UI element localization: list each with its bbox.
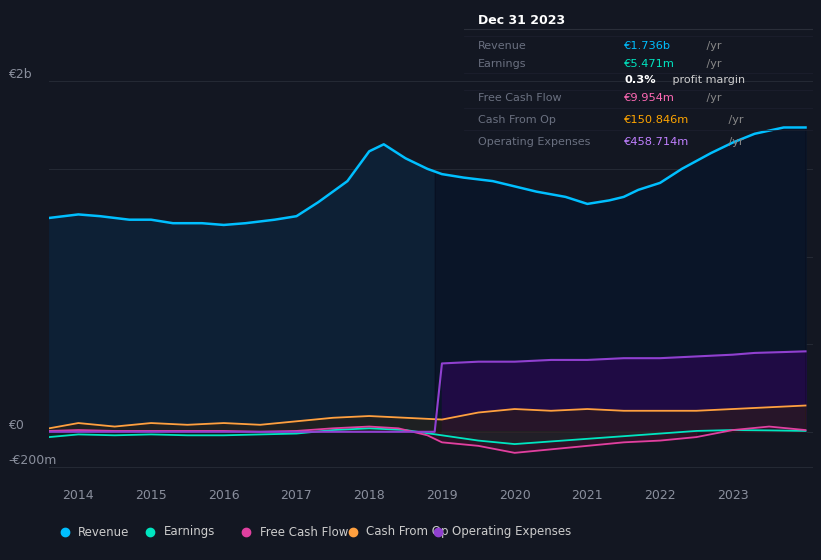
Text: Earnings: Earnings [478, 59, 526, 69]
Text: /yr: /yr [725, 115, 743, 125]
Text: Revenue: Revenue [78, 525, 130, 539]
Text: Dec 31 2023: Dec 31 2023 [478, 14, 565, 27]
Text: Earnings: Earnings [163, 525, 215, 539]
Text: €458.714m: €458.714m [624, 137, 690, 147]
Text: Cash From Op: Cash From Op [366, 525, 449, 539]
Text: Free Cash Flow: Free Cash Flow [259, 525, 348, 539]
Text: -€200m: -€200m [8, 454, 57, 467]
Text: Free Cash Flow: Free Cash Flow [478, 93, 562, 103]
Text: €9.954m: €9.954m [624, 93, 675, 103]
Text: Cash From Op: Cash From Op [478, 115, 556, 125]
Text: €2b: €2b [8, 68, 32, 81]
Text: /yr: /yr [725, 137, 743, 147]
Text: Operating Expenses: Operating Expenses [452, 525, 571, 539]
Text: €150.846m: €150.846m [624, 115, 690, 125]
Text: €1.736b: €1.736b [624, 41, 672, 51]
Text: /yr: /yr [703, 93, 721, 103]
Text: €5.471m: €5.471m [624, 59, 675, 69]
Text: Revenue: Revenue [478, 41, 526, 51]
Text: Operating Expenses: Operating Expenses [478, 137, 590, 147]
Text: profit margin: profit margin [669, 74, 745, 85]
Text: /yr: /yr [703, 59, 721, 69]
Text: 0.3%: 0.3% [624, 74, 656, 85]
Text: €0: €0 [8, 419, 24, 432]
Text: /yr: /yr [703, 41, 721, 51]
